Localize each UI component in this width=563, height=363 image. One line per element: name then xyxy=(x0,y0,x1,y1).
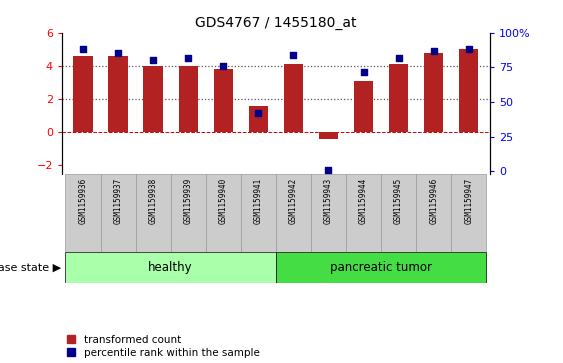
Title: GDS4767 / 1455180_at: GDS4767 / 1455180_at xyxy=(195,16,356,30)
Bar xyxy=(171,174,205,252)
Text: pancreatic tumor: pancreatic tumor xyxy=(330,261,432,274)
Bar xyxy=(109,56,128,132)
Bar xyxy=(311,174,346,252)
Point xyxy=(114,50,123,56)
Point xyxy=(254,110,263,116)
Text: GSM1159942: GSM1159942 xyxy=(289,178,298,224)
Bar xyxy=(459,49,479,132)
Bar xyxy=(249,106,268,132)
Point xyxy=(289,52,298,58)
Bar xyxy=(346,174,381,252)
Bar xyxy=(73,56,93,132)
Text: GSM1159936: GSM1159936 xyxy=(78,178,87,224)
Bar xyxy=(284,64,303,132)
Point xyxy=(359,69,368,74)
Text: GSM1159939: GSM1159939 xyxy=(184,178,193,224)
Bar xyxy=(416,174,451,252)
Text: GSM1159945: GSM1159945 xyxy=(394,178,403,224)
Point xyxy=(464,46,473,52)
Bar xyxy=(213,69,233,132)
Bar xyxy=(276,174,311,252)
Text: healthy: healthy xyxy=(148,261,193,274)
Text: GSM1159946: GSM1159946 xyxy=(429,178,438,224)
Bar xyxy=(205,174,241,252)
Legend: transformed count, percentile rank within the sample: transformed count, percentile rank withi… xyxy=(67,335,260,358)
Bar xyxy=(65,252,276,283)
Text: disease state ▶: disease state ▶ xyxy=(0,262,61,273)
Point xyxy=(184,55,193,61)
Point xyxy=(394,55,403,61)
Bar xyxy=(381,174,416,252)
Text: GSM1159944: GSM1159944 xyxy=(359,178,368,224)
Point xyxy=(429,48,438,54)
Text: GSM1159943: GSM1159943 xyxy=(324,178,333,224)
Bar xyxy=(101,174,136,252)
Bar xyxy=(241,174,276,252)
Point xyxy=(219,63,228,69)
Bar xyxy=(136,174,171,252)
Bar xyxy=(451,174,486,252)
Text: GSM1159941: GSM1159941 xyxy=(254,178,263,224)
Text: GSM1159937: GSM1159937 xyxy=(114,178,123,224)
Point xyxy=(324,167,333,173)
Text: GSM1159940: GSM1159940 xyxy=(219,178,228,224)
Bar xyxy=(144,66,163,132)
Bar xyxy=(276,252,486,283)
Bar xyxy=(319,132,338,139)
Text: GSM1159938: GSM1159938 xyxy=(149,178,158,224)
Point xyxy=(149,57,158,63)
Text: GSM1159947: GSM1159947 xyxy=(464,178,473,224)
Bar xyxy=(389,64,408,132)
Point xyxy=(78,46,87,52)
Bar xyxy=(178,66,198,132)
Bar xyxy=(424,53,443,132)
Bar xyxy=(65,174,101,252)
Bar xyxy=(354,81,373,132)
